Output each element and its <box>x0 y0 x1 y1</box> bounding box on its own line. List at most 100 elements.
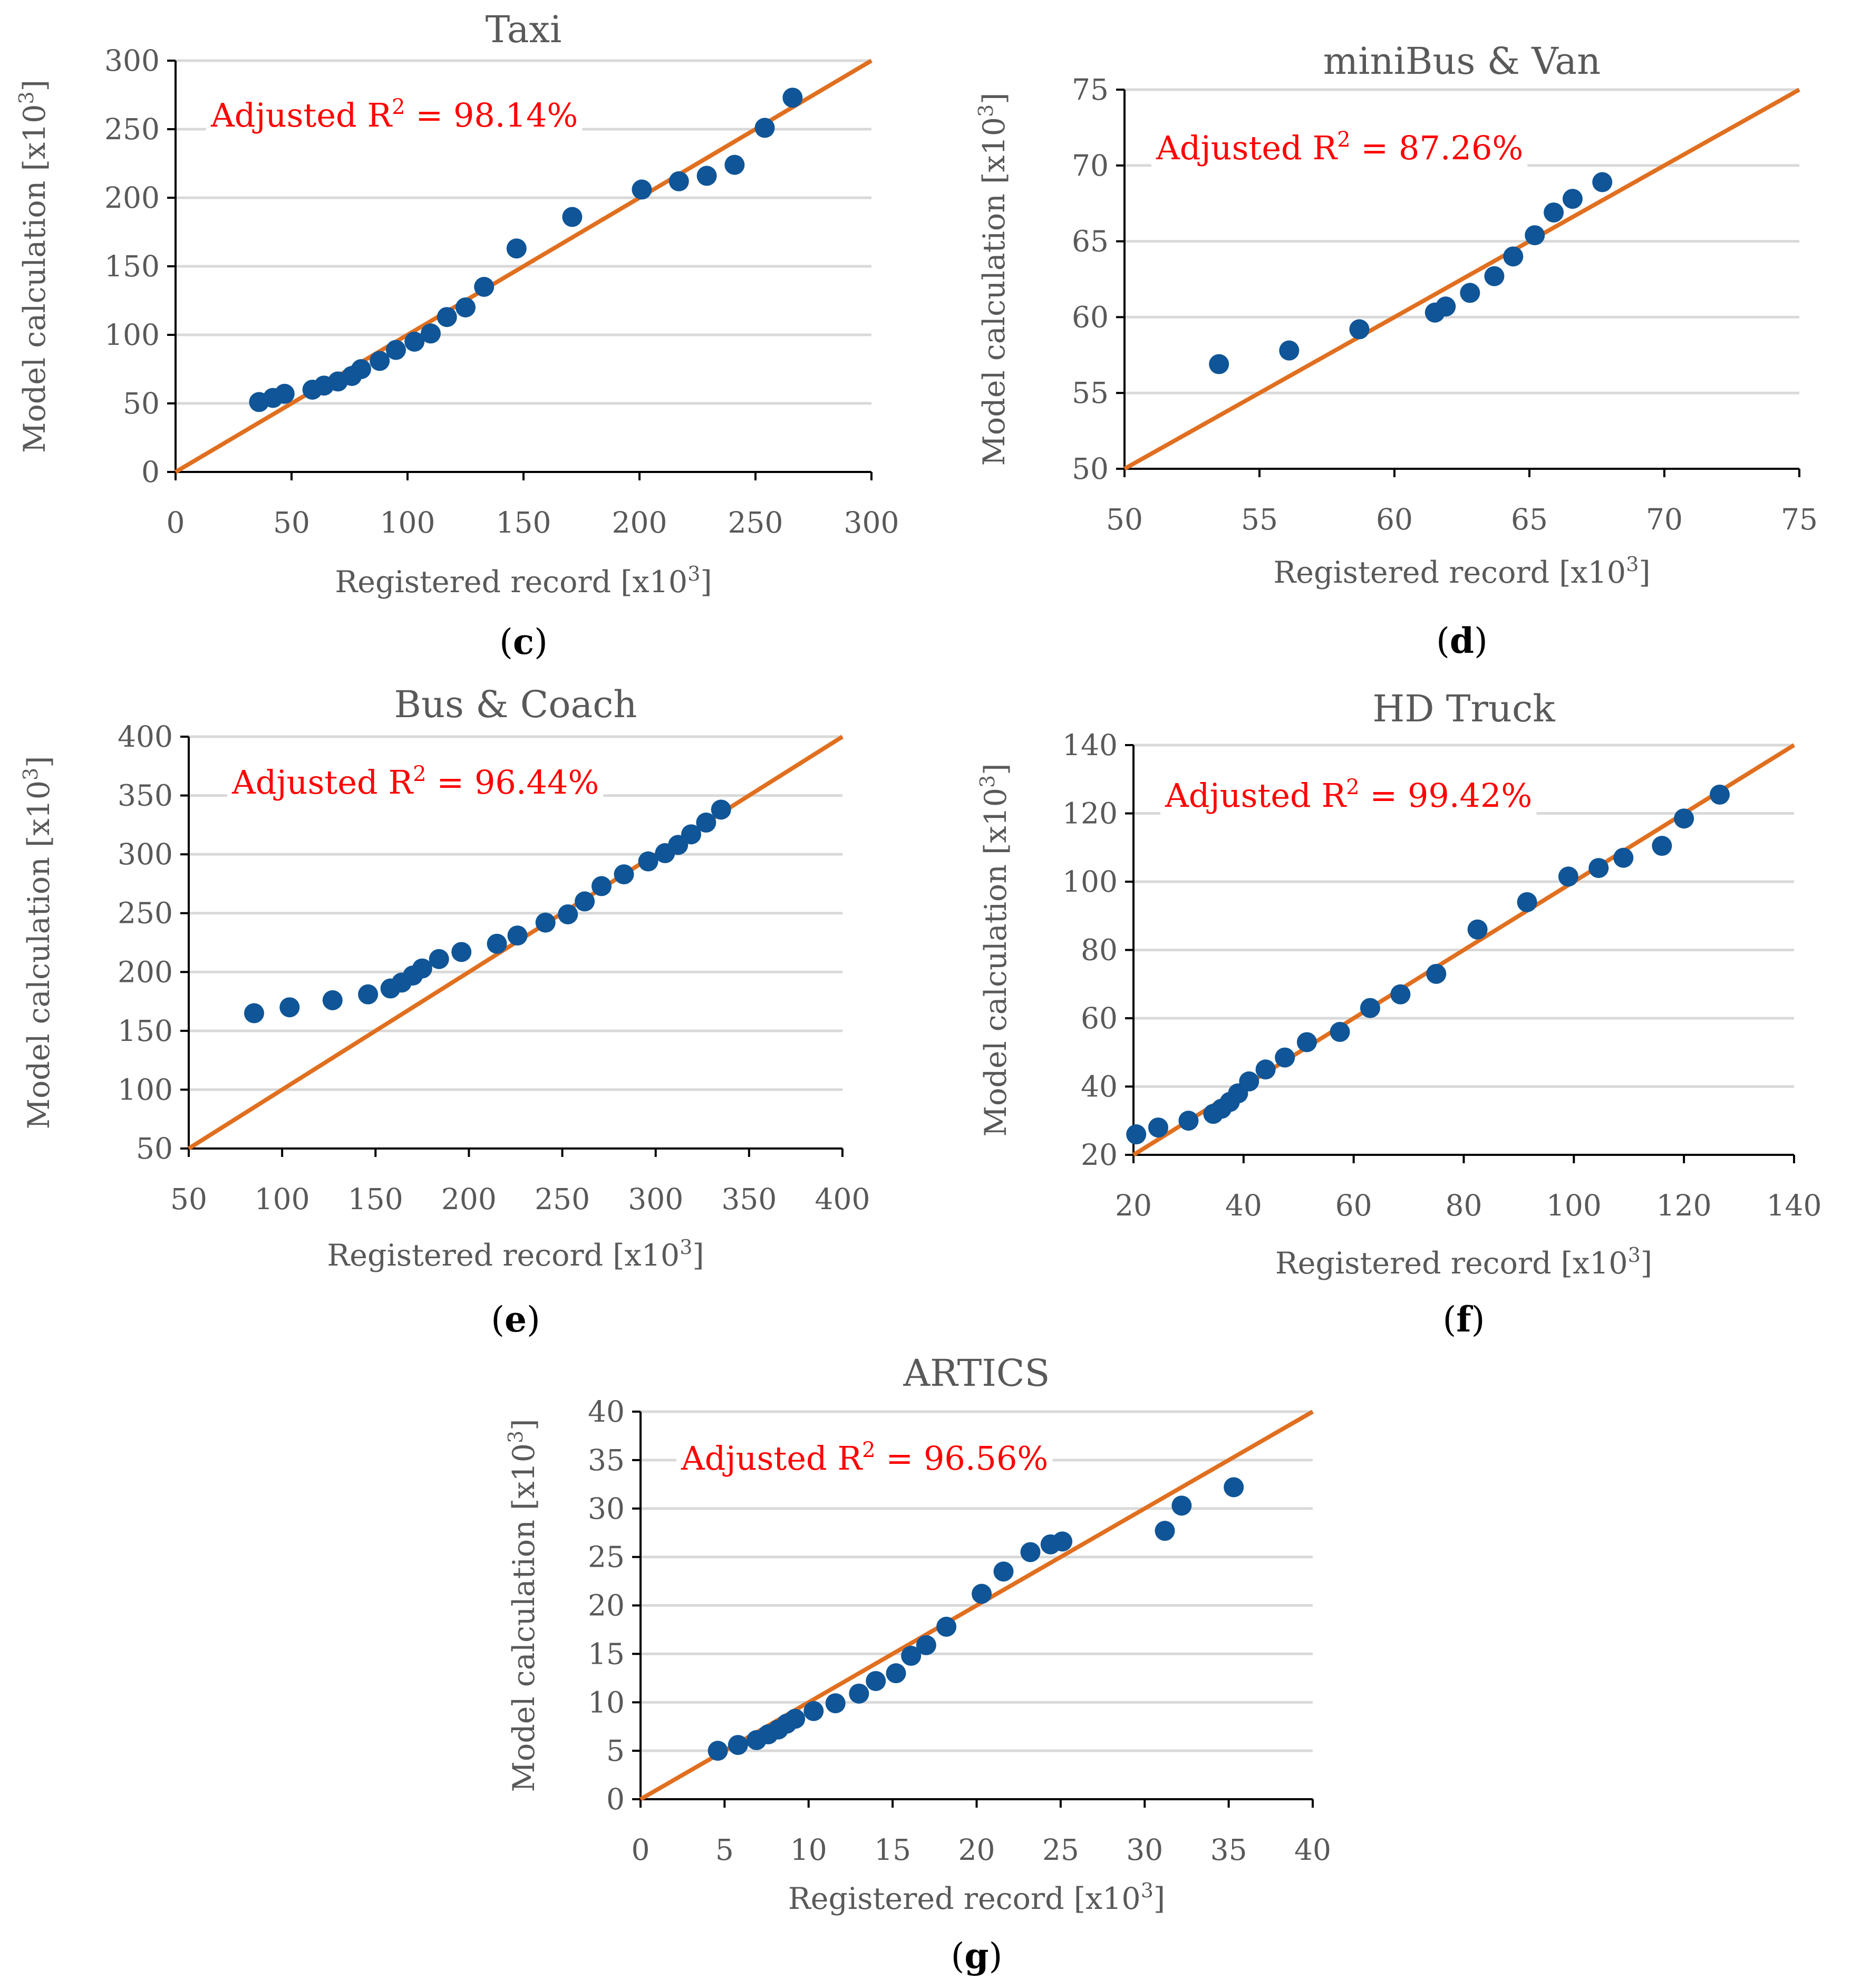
data-point <box>1562 189 1583 209</box>
data-point <box>535 912 556 933</box>
chart-title: Bus & Coach <box>394 683 637 726</box>
x-tick-label: 70 <box>1646 503 1683 536</box>
chart-f: 20 40 60 80 100 120 140 20 40 60 80 100 120 140 HD Tru… <box>976 687 1821 1340</box>
data-point <box>632 179 652 200</box>
data-point <box>724 155 745 175</box>
data-point <box>916 1635 936 1655</box>
y-tick-label: 55 <box>1072 376 1109 410</box>
data-point <box>1613 847 1634 868</box>
caption-letter: g <box>964 1935 988 1976</box>
y-tick-label: 80 <box>1081 933 1118 967</box>
x-tick-label: 200 <box>612 506 667 539</box>
x-tick-label: 50 <box>170 1182 207 1216</box>
y-axis-title-bracket: ] <box>977 93 1012 104</box>
data-point <box>1467 919 1488 940</box>
chart-title: Taxi <box>486 8 562 51</box>
data-point <box>668 171 689 191</box>
r-squared-annotation: Adjusted R2 = 98.14% <box>210 95 578 134</box>
data-point <box>1460 283 1480 303</box>
fit-line <box>1123 88 1800 471</box>
data-point <box>1592 172 1613 192</box>
data-point <box>451 942 472 962</box>
chart-c: 0 50 100 150 200 250 300 0 50 100 150 200 250 300 Taxi… <box>15 8 899 662</box>
data-point <box>1171 1495 1192 1516</box>
x-axis-title-text: Registered record [x10 <box>1275 1246 1628 1281</box>
x-axis-title: Registered record [x103] <box>788 1879 1165 1916</box>
y-tick-label: 400 <box>118 720 173 754</box>
data-point <box>1503 246 1524 267</box>
x-tick-label: 20 <box>958 1833 995 1867</box>
caption-open-paren: ( <box>499 622 513 662</box>
data-point <box>279 997 300 1018</box>
chart-d: 50 55 60 65 70 75 50 55 60 65 70 75 miniBus & Van Adj… <box>974 40 1818 661</box>
caption-close-paren: ) <box>1471 1299 1485 1340</box>
data-point <box>866 1671 886 1691</box>
annotation-sup: 2 <box>862 1438 875 1462</box>
y-tick-label: 350 <box>118 779 173 813</box>
y-tick-label: 20 <box>1081 1138 1118 1172</box>
data-point <box>351 359 371 379</box>
x-axis-title-bracket: ] <box>1154 1881 1165 1916</box>
x-tick-label: 55 <box>1241 503 1278 536</box>
data-point <box>754 118 775 138</box>
y-tick-label: 150 <box>104 249 160 283</box>
y-axis-title: Model calculation [x103] <box>504 1419 541 1792</box>
data-point <box>591 876 612 896</box>
data-point <box>1255 1059 1276 1080</box>
chart-title: HD Truck <box>1372 687 1555 730</box>
data-point <box>421 323 441 344</box>
data-point <box>696 812 716 833</box>
data-point <box>322 990 343 1010</box>
y-axis-title: Model calculation [x103] <box>19 756 56 1130</box>
data-point <box>455 297 476 317</box>
x-axis-title-sup: 3 <box>1141 1879 1154 1902</box>
data-point <box>1209 354 1229 374</box>
annotation-sup: 2 <box>1346 775 1359 799</box>
x-tick-label: 200 <box>441 1182 497 1216</box>
y-tick-label: 100 <box>118 1073 173 1106</box>
y-tick-label: 120 <box>1062 797 1118 831</box>
data-point <box>1296 1032 1317 1053</box>
y-axis-title-sup: 3 <box>974 104 997 117</box>
r-squared-annotation: Adjusted R2 = 96.56% <box>681 1438 1048 1478</box>
panel-caption: (e) <box>491 1299 540 1340</box>
x-axis-title-text: Registered record [x10 <box>1273 555 1626 590</box>
y-axis-title-bracket: ] <box>22 756 56 768</box>
data-point <box>638 851 658 872</box>
x-axis-title-sup: 3 <box>680 1236 692 1259</box>
x-tick-label: 0 <box>632 1833 650 1867</box>
data-point <box>370 351 390 371</box>
data-point <box>1020 1542 1041 1562</box>
data-point <box>1052 1531 1073 1552</box>
data-point <box>1517 892 1537 912</box>
annotation-backdrop <box>227 760 604 804</box>
y-tick-label: 300 <box>118 837 173 871</box>
caption-letter: c <box>513 621 534 662</box>
data-point <box>1155 1521 1175 1541</box>
data-point <box>1239 1071 1259 1092</box>
annotation-backdrop <box>1160 773 1537 817</box>
data-point <box>507 925 528 946</box>
y-tick-label: 0 <box>606 1782 625 1816</box>
data-point <box>386 340 406 360</box>
y-tick-label: 75 <box>1072 73 1109 107</box>
y-tick-label: 50 <box>1072 452 1109 486</box>
data-point <box>474 277 495 297</box>
data-point <box>1525 225 1545 246</box>
data-point <box>785 1709 806 1729</box>
y-tick-label: 200 <box>104 181 160 215</box>
annotation-prefix: Adjusted R <box>210 96 393 134</box>
data-point <box>711 799 731 820</box>
annotation-sup: 2 <box>413 762 426 786</box>
data-point <box>1544 202 1564 223</box>
annotation-prefix: Adjusted R <box>231 763 414 802</box>
x-tick-label: 140 <box>1767 1189 1822 1222</box>
y-axis-title: Model calculation [x103] <box>976 764 1013 1137</box>
data-point <box>429 949 449 969</box>
y-tick-label: 40 <box>588 1395 625 1429</box>
annotation-prefix: Adjusted R <box>1165 776 1347 815</box>
caption-close-paren: ) <box>527 1299 540 1340</box>
x-axis-title-text: Registered record [x10 <box>335 565 687 600</box>
y-tick-label: 250 <box>118 896 173 930</box>
data-point <box>1275 1047 1295 1068</box>
